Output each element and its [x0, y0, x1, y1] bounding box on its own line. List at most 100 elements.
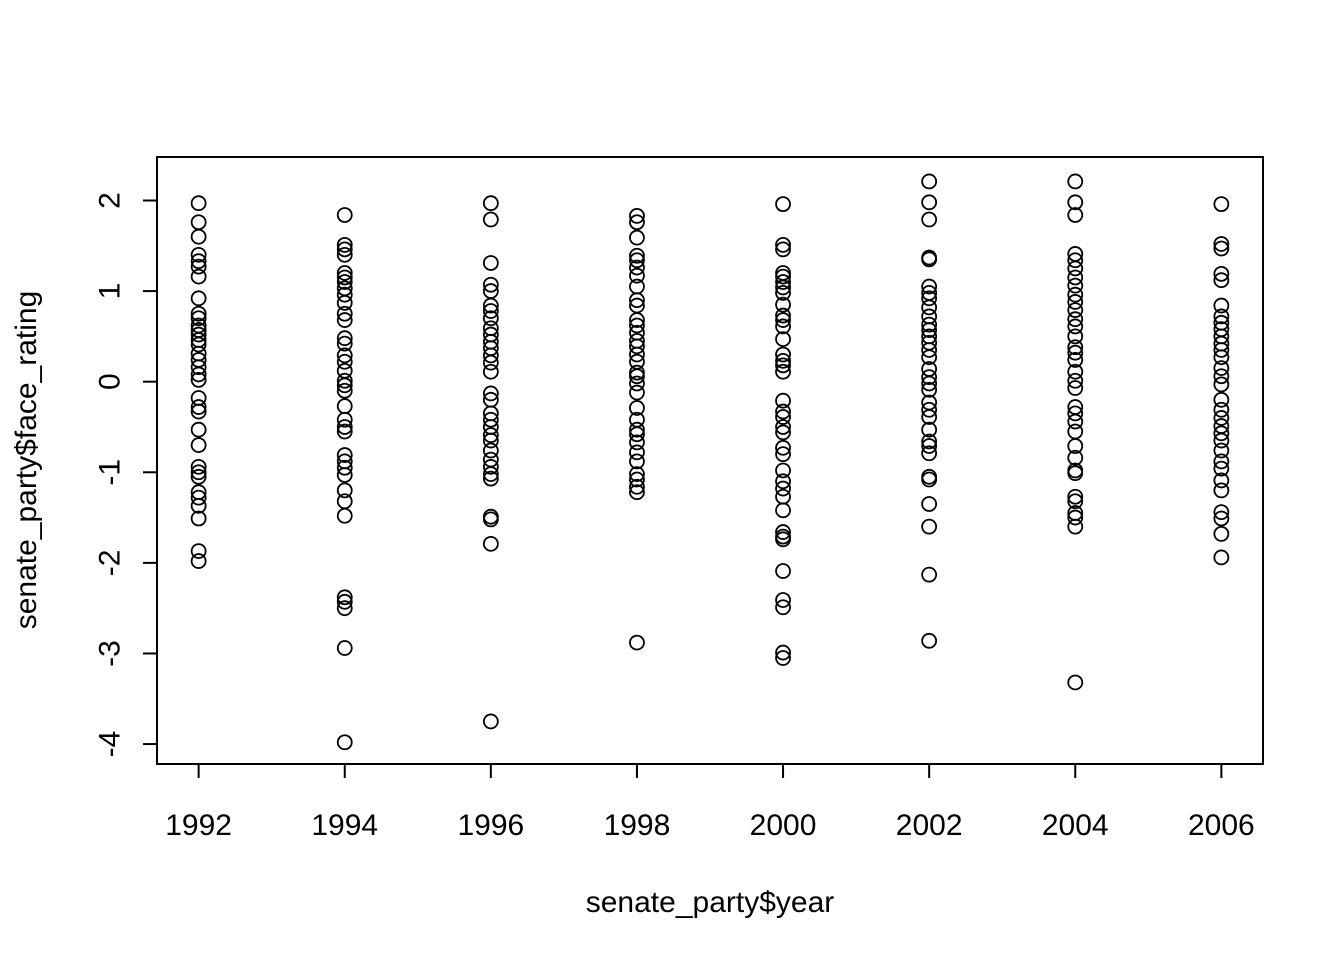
data-point — [1067, 277, 1084, 294]
data-point — [336, 265, 353, 281]
data-point — [482, 411, 499, 428]
data-point — [1067, 194, 1084, 211]
data-point — [921, 518, 938, 535]
data-point — [190, 497, 207, 514]
data-point — [336, 207, 353, 223]
data-point — [190, 359, 207, 376]
data-point — [482, 195, 499, 212]
x-axis-title: senate_party$year — [586, 886, 835, 919]
data-point — [775, 331, 791, 348]
y-tick-label: -1 — [94, 459, 127, 486]
data-point — [1067, 493, 1084, 510]
data-point — [775, 352, 791, 369]
data-point — [336, 347, 353, 364]
data-point — [190, 510, 207, 527]
data-point — [629, 292, 645, 309]
data-point — [482, 427, 499, 444]
data-point — [336, 294, 353, 311]
data-point — [336, 734, 353, 751]
data-point — [629, 484, 645, 501]
data-point — [190, 437, 207, 453]
data-point — [1067, 488, 1084, 505]
data-point — [336, 335, 353, 352]
data-point — [190, 458, 207, 475]
data-point — [190, 258, 207, 275]
data-point — [190, 464, 207, 481]
data-point — [190, 326, 207, 343]
data-point — [482, 276, 499, 293]
data-point — [629, 346, 645, 363]
data-point — [1067, 207, 1084, 223]
y-tick-label: -4 — [94, 731, 127, 758]
data-point — [1213, 549, 1230, 566]
plot-frame — [156, 156, 1264, 765]
data-point — [775, 524, 791, 540]
x-tick-label: 2002 — [896, 809, 963, 842]
x-tick-label: 1996 — [457, 809, 524, 842]
y-tick-label: -2 — [94, 550, 127, 577]
data-point — [482, 310, 499, 327]
data-point — [190, 310, 207, 327]
data-point — [190, 290, 207, 307]
data-point — [629, 421, 645, 438]
data-point — [775, 236, 791, 253]
data-point — [1213, 391, 1230, 408]
data-point — [921, 342, 938, 358]
data-point — [482, 303, 499, 319]
data-point — [1213, 432, 1230, 449]
data-point — [482, 470, 499, 487]
data-point — [921, 566, 938, 583]
data-point — [629, 375, 645, 392]
data-point — [921, 194, 938, 211]
data-point — [1213, 525, 1230, 542]
data-point — [1213, 349, 1230, 366]
data-point — [1213, 236, 1230, 252]
data-point — [629, 267, 645, 284]
data-point — [1213, 297, 1230, 314]
data-point — [629, 252, 645, 269]
data-point — [629, 434, 645, 451]
data-point — [482, 347, 499, 364]
data-point — [1213, 342, 1230, 358]
x-tick-label: 1998 — [604, 809, 671, 842]
data-point — [775, 644, 791, 661]
data-point — [1067, 380, 1084, 396]
data-point — [336, 419, 353, 435]
data-point — [629, 229, 645, 246]
data-point — [1213, 308, 1230, 325]
data-point — [1213, 272, 1230, 289]
data-point — [775, 241, 791, 258]
data-point — [1067, 465, 1084, 482]
data-point — [775, 599, 791, 616]
data-point — [775, 473, 791, 490]
data-point — [190, 253, 207, 270]
x-axis: 1992 1994 1996 1998 2000 2002 2004 2006 — [165, 763, 1255, 842]
data-point — [921, 369, 938, 386]
data-point — [336, 382, 353, 399]
data-point — [921, 173, 938, 190]
data-point — [336, 411, 353, 428]
data-point — [336, 423, 353, 440]
data-point — [1067, 252, 1084, 269]
data-point — [336, 241, 353, 258]
data-point — [775, 318, 791, 335]
data-point — [921, 401, 938, 418]
data-point — [629, 278, 645, 295]
data-point — [482, 442, 499, 459]
data-point — [629, 247, 645, 264]
data-point — [336, 493, 353, 510]
y-tick-label: 2 — [94, 192, 127, 209]
data-point — [921, 211, 938, 228]
data-point — [921, 409, 938, 425]
data-point — [629, 453, 645, 470]
data-point — [921, 421, 938, 438]
data-point — [775, 488, 791, 505]
data-point — [921, 316, 938, 333]
data-point — [921, 251, 938, 268]
data-point — [336, 305, 353, 322]
data-point — [775, 268, 791, 285]
data-point — [336, 593, 353, 610]
data-point — [921, 438, 938, 454]
data-point — [1067, 352, 1084, 368]
